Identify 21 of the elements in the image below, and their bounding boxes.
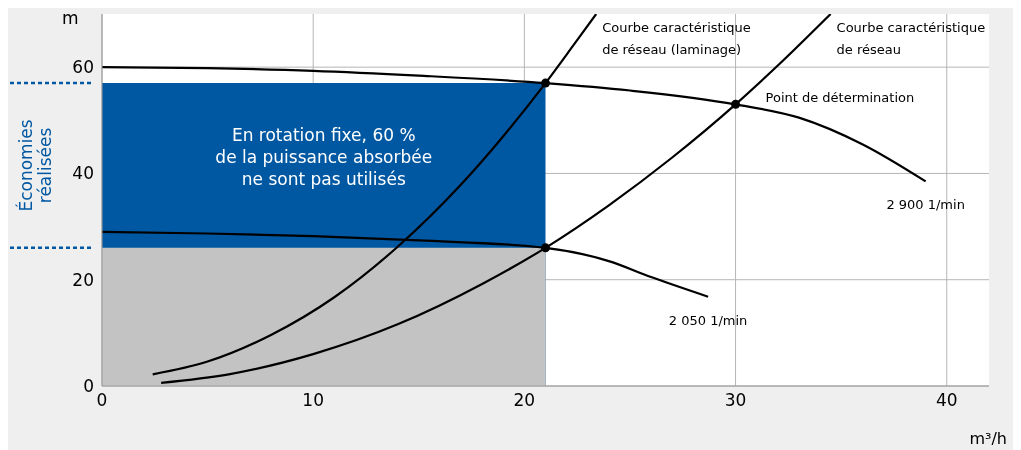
- y-axis-title: m: [62, 8, 79, 29]
- x-tick-label: 0: [96, 390, 108, 411]
- annotation: En rotation fixe, 60 % de la puissance absorbée ne sont pas utilisés: [215, 124, 433, 189]
- x-tick-label: 20: [513, 390, 536, 411]
- y-tick-label: 40: [72, 163, 94, 184]
- y-tick-label: 0: [83, 376, 94, 397]
- series-label: 2 900 1/min: [886, 197, 965, 213]
- point: [541, 78, 550, 88]
- point: [731, 99, 741, 109]
- x-axis-title: m³/h: [969, 429, 1007, 448]
- x-tick-label: 10: [302, 390, 325, 411]
- x-tick-label: 40: [935, 390, 958, 411]
- point: [541, 243, 550, 253]
- annotation: Point de détermination: [765, 90, 915, 106]
- x-tick-label: 30: [724, 390, 747, 411]
- series-label: Courbe caractéristique de réseau (laminage): [602, 20, 751, 57]
- series-label: Courbe caractéristique de réseau: [836, 20, 986, 57]
- text: Économies réalisées: [15, 119, 55, 212]
- y-tick-label: 60: [72, 57, 94, 78]
- y-tick-label: 20: [72, 269, 94, 290]
- series-label: 2 050 1/min: [668, 312, 748, 328]
